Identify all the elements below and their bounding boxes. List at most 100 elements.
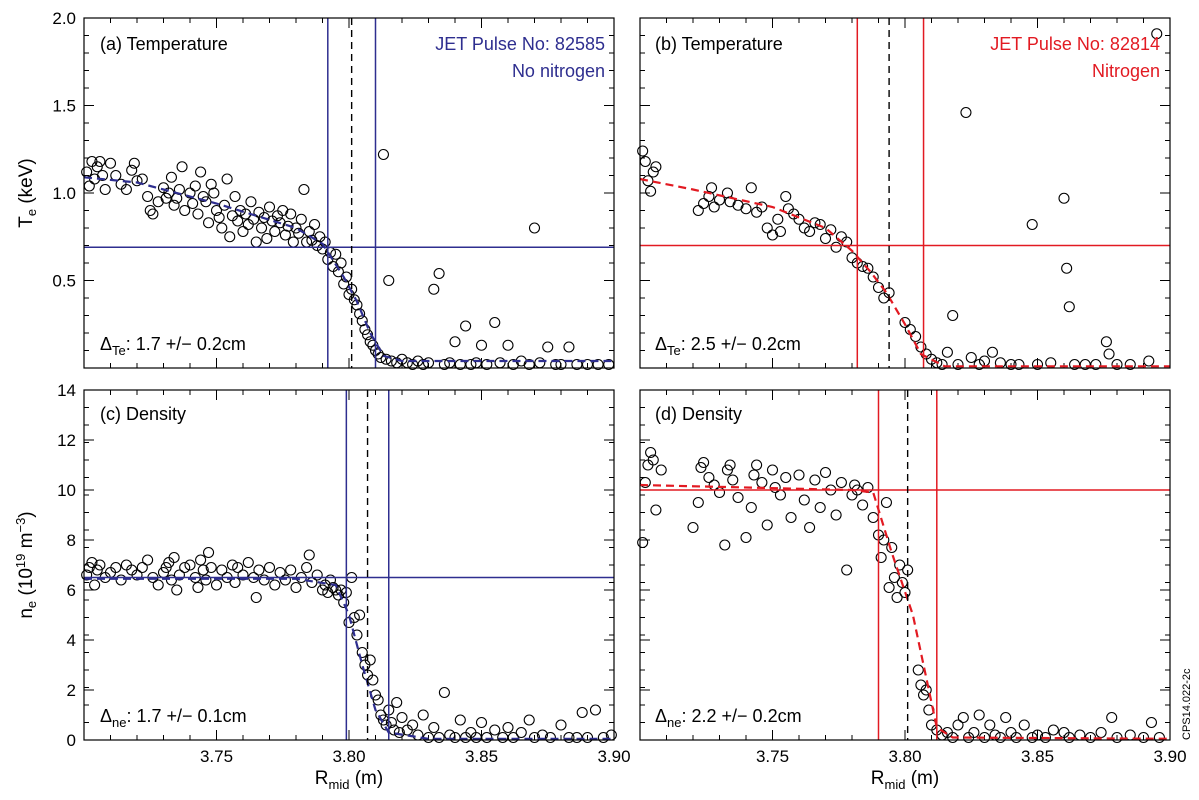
data-point xyxy=(377,148,390,161)
figure-code: CPS14.022-2c xyxy=(1181,668,1193,740)
data-point xyxy=(216,222,228,234)
data-point xyxy=(745,182,757,194)
data-point xyxy=(454,358,466,371)
data-point xyxy=(372,694,384,706)
data-point xyxy=(110,561,122,574)
data-point xyxy=(354,308,366,320)
data-point xyxy=(774,225,787,238)
data-point xyxy=(809,474,821,486)
data-point xyxy=(1111,358,1123,371)
data-point xyxy=(142,554,154,566)
tanh-fit-line xyxy=(639,483,1171,740)
data-point xyxy=(814,501,826,514)
data-point xyxy=(274,566,286,579)
data-point xyxy=(727,474,739,486)
data-point xyxy=(200,574,212,586)
data-point xyxy=(152,196,164,208)
y-tick-label: 2 xyxy=(67,681,76,700)
x-tick-label: 3.85 xyxy=(465,747,498,766)
data-point xyxy=(1069,358,1081,371)
data-point xyxy=(692,496,704,509)
data-point xyxy=(144,204,156,217)
data-point xyxy=(708,201,720,213)
panel-b-condition-label: Nitrogen xyxy=(1092,61,1160,81)
data-point xyxy=(880,496,893,509)
data-point xyxy=(179,204,191,217)
tanh-fit-line xyxy=(84,577,614,740)
x-tick-label: 3.75 xyxy=(200,747,233,766)
data-point xyxy=(192,581,204,594)
data-point xyxy=(94,559,106,571)
data-point xyxy=(290,222,302,234)
tanh-fit-line xyxy=(83,176,614,363)
data-point xyxy=(160,192,172,204)
data-point xyxy=(555,719,567,731)
data-point xyxy=(380,353,392,365)
data-point xyxy=(899,316,911,329)
data-point xyxy=(197,564,209,576)
data-point xyxy=(449,731,461,744)
data-point xyxy=(862,262,874,274)
tanh-fit-line xyxy=(639,177,1170,368)
data-point xyxy=(285,564,297,576)
data-point xyxy=(772,213,784,225)
data-point xyxy=(295,213,307,225)
y-tick-label: 10 xyxy=(57,481,76,500)
data-point xyxy=(351,629,363,641)
data-point xyxy=(915,341,927,353)
panel-d-frame xyxy=(639,389,1171,741)
data-point xyxy=(1153,731,1165,744)
data-point xyxy=(1026,731,1038,744)
data-point xyxy=(187,197,199,210)
data-point xyxy=(698,197,710,210)
data-point xyxy=(258,574,270,586)
data-point xyxy=(168,551,180,564)
data-point xyxy=(888,571,900,584)
y-tick-label: 1.0 xyxy=(52,184,76,203)
data-point xyxy=(550,358,562,371)
y-tick-label: 1.5 xyxy=(52,97,76,116)
data-point xyxy=(203,546,215,559)
data-point xyxy=(1151,28,1163,40)
data-point xyxy=(751,459,763,471)
data-point xyxy=(515,726,527,739)
data-point xyxy=(986,346,999,358)
data-point xyxy=(899,586,911,599)
data-point xyxy=(218,199,230,211)
data-point xyxy=(255,222,268,234)
data-point xyxy=(438,358,450,371)
data-point xyxy=(857,499,869,511)
data-point xyxy=(960,106,972,119)
data-point xyxy=(285,208,297,220)
data-point xyxy=(203,217,215,229)
data-point xyxy=(81,569,93,581)
data-point xyxy=(224,231,236,243)
data-point xyxy=(263,201,276,213)
data-point xyxy=(433,731,445,744)
data-point xyxy=(589,704,602,716)
panel-b-frame xyxy=(639,17,1171,369)
data-point xyxy=(830,241,842,253)
data-point xyxy=(497,731,509,744)
data-point xyxy=(804,225,816,238)
panel-d-density-nitrogen: 3.75 3.80 3.85 3.90 (d) Density Δne: 2.2 +/… xyxy=(637,389,1187,766)
data-point xyxy=(136,561,148,574)
data-point xyxy=(645,446,657,459)
data-point xyxy=(1100,336,1112,348)
data-point xyxy=(171,584,183,596)
data-point xyxy=(867,511,879,524)
data-point xyxy=(210,579,223,591)
data-point xyxy=(438,686,450,699)
data-point xyxy=(528,222,541,234)
data-point xyxy=(798,494,810,506)
data-point xyxy=(748,469,760,481)
data-point xyxy=(867,271,879,283)
data-point xyxy=(308,218,321,231)
data-point xyxy=(91,161,103,173)
y-tick-label: 8 xyxy=(67,531,76,550)
panel-c-width-annotation: Δne: 1.7 +/− 0.1cm xyxy=(100,706,247,730)
data-point xyxy=(507,731,519,744)
data-point xyxy=(705,182,718,194)
data-point xyxy=(650,161,662,173)
data-point xyxy=(1143,355,1155,367)
